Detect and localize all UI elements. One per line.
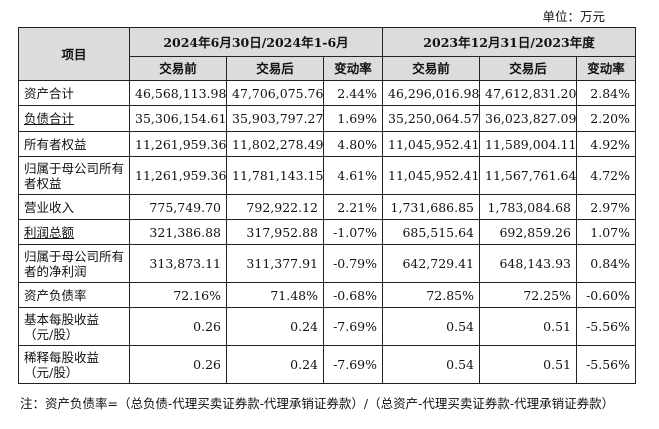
table-cell: 11,802,278.49	[226, 131, 324, 157]
table-cell: 313,873.11	[129, 244, 227, 283]
row-label: 基本每股收益（元/股）	[18, 307, 130, 346]
table-cell: 47,612,831.20	[479, 80, 578, 106]
table-cell: 71.48%	[226, 282, 324, 308]
header-period-2024: 2024年6月30日/2024年1-6月	[128, 27, 384, 57]
table-cell: 648,143.93	[479, 244, 578, 283]
table-cell: 11,045,952.41	[382, 131, 481, 157]
table-cell: 11,567,761.64	[479, 156, 578, 195]
table-cell: 0.51	[479, 345, 578, 384]
table-cell: -5.56%	[576, 345, 637, 384]
table-cell: 2.20%	[576, 105, 637, 132]
table-cell: -0.68%	[322, 282, 384, 308]
table-cell: 1.07%	[576, 219, 637, 245]
table-cell: -0.60%	[576, 282, 637, 308]
table-cell: 642,729.41	[382, 244, 481, 283]
table-cell: 311,377.91	[226, 244, 324, 283]
table-row: 基本每股收益（元/股） 0.26 0.24 -7.69% 0.54 0.51 -…	[18, 307, 637, 346]
table-cell: 2.21%	[322, 194, 384, 220]
header-after-2024: 交易后	[226, 56, 324, 81]
table-cell: 4.72%	[576, 156, 637, 195]
footnote: 注：资产负债率=（总负债-代理买卖证券款-代理承销证券款）/（总资产-代理买卖证…	[20, 396, 615, 411]
table-cell: 775,749.70	[129, 194, 227, 220]
table-row: 归属于母公司所有者权益 11,261,959.36 11,781,143.15 …	[18, 156, 637, 195]
table-cell: 46,296,016.98	[382, 80, 481, 106]
row-label-link[interactable]: 利润总额	[18, 219, 130, 245]
table-cell: 1,783,084.68	[479, 194, 578, 220]
table-row: 负债合计 35,306,154.61 35,903,797.27 1.69% 3…	[18, 105, 637, 132]
row-label-link[interactable]: 负债合计	[18, 105, 130, 132]
table-cell: 36,023,827.09	[479, 105, 578, 132]
table-cell: 11,045,952.41	[382, 156, 481, 195]
row-label: 归属于母公司所有者的净利润	[18, 244, 130, 283]
table-row: 资产合计 46,568,113.98 47,706,075.76 2.44% 4…	[18, 80, 637, 106]
table-cell: 4.80%	[322, 131, 384, 157]
table-cell: 0.84%	[576, 244, 637, 283]
table-cell: 0.51	[479, 307, 578, 346]
table-cell: 1.69%	[322, 105, 384, 132]
table-cell: -1.07%	[322, 219, 384, 245]
table-cell: 2.84%	[576, 80, 637, 106]
row-label: 归属于母公司所有者权益	[18, 156, 130, 195]
table-cell: 4.92%	[576, 131, 637, 157]
table-cell: 792,922.12	[226, 194, 324, 220]
table-row: 归属于母公司所有者的净利润 313,873.11 311,377.91 -0.7…	[18, 244, 637, 283]
table-cell: 4.61%	[322, 156, 384, 195]
table-cell: 0.54	[382, 307, 481, 346]
table-row: 所有者权益 11,261,959.36 11,802,278.49 4.80% …	[18, 131, 637, 157]
row-label: 营业收入	[18, 194, 130, 220]
table-row: 营业收入 775,749.70 792,922.12 2.21% 1,731,6…	[18, 194, 637, 220]
table-cell: 0.24	[226, 307, 324, 346]
table-cell: -5.56%	[576, 307, 637, 346]
table-cell: 11,261,959.36	[129, 131, 227, 157]
header-before-2024: 交易前	[129, 56, 227, 81]
table-cell: 2.44%	[322, 80, 384, 106]
row-label: 资产合计	[18, 80, 130, 106]
table-cell: 685,515.64	[382, 219, 481, 245]
header-change-2024: 变动率	[322, 56, 384, 81]
table-cell: 47,706,075.76	[226, 80, 324, 106]
table-cell: 317,952.88	[226, 219, 324, 245]
row-label: 稀释每股收益（元/股）	[18, 345, 130, 384]
table-cell: 0.54	[382, 345, 481, 384]
table-cell: -7.69%	[322, 307, 384, 346]
table-cell: 35,306,154.61	[129, 105, 227, 132]
table-cell: -7.69%	[322, 345, 384, 384]
header-item: 项目	[18, 27, 130, 81]
table-cell: 46,568,113.98	[129, 80, 227, 106]
table-cell: 321,386.88	[129, 219, 227, 245]
unit-label: 单位：万元	[542, 9, 605, 24]
header-change-2023: 变动率	[576, 56, 637, 81]
table-cell: 11,781,143.15	[226, 156, 324, 195]
table-cell: 72.16%	[129, 282, 227, 308]
table-cell: 0.26	[129, 345, 227, 384]
table-cell: 35,903,797.27	[226, 105, 324, 132]
row-label: 资产负债率	[18, 282, 130, 308]
table-cell: 72.85%	[382, 282, 481, 308]
header-before-2023: 交易前	[382, 56, 481, 81]
table-cell: 11,261,959.36	[129, 156, 227, 195]
row-label: 所有者权益	[18, 131, 130, 157]
table-row: 利润总额 321,386.88 317,952.88 -1.07% 685,51…	[18, 219, 637, 245]
table-cell: 1,731,686.85	[382, 194, 481, 220]
header-after-2023: 交易后	[479, 56, 578, 81]
table-cell: -0.79%	[322, 244, 384, 283]
table-cell: 72.25%	[479, 282, 578, 308]
table-cell: 11,589,004.11	[479, 131, 578, 157]
financial-comparison-table: 项目 2024年6月30日/2024年1-6月 2023年12月31日/2023…	[18, 27, 637, 384]
header-period-2023: 2023年12月31日/2023年度	[382, 27, 637, 57]
table-cell: 35,250,064.57	[382, 105, 481, 132]
table-cell: 2.97%	[576, 194, 637, 220]
table-row: 稀释每股收益（元/股） 0.26 0.24 -7.69% 0.54 0.51 -…	[18, 345, 637, 384]
table-row: 资产负债率 72.16% 71.48% -0.68% 72.85% 72.25%…	[18, 282, 637, 308]
table-cell: 692,859.26	[479, 219, 578, 245]
table-cell: 0.24	[226, 345, 324, 384]
table-cell: 0.26	[129, 307, 227, 346]
